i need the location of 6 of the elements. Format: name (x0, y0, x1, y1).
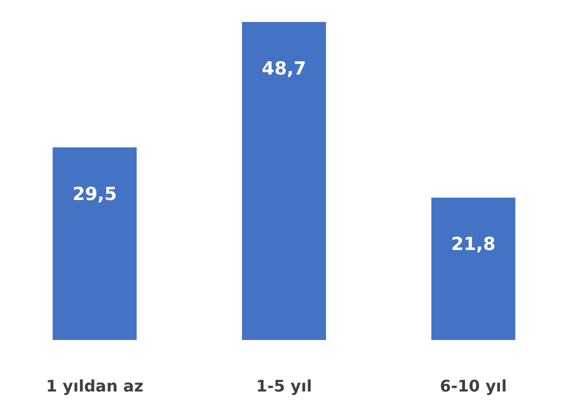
x-tick-label: 1 yıldan az (46, 376, 144, 396)
data-label: 48,7 (262, 58, 306, 80)
x-tick-label: 6-10 yıl (440, 376, 507, 396)
x-tick-label: 1-5 yıl (256, 376, 312, 396)
data-label: 29,5 (72, 184, 117, 205)
data-label: 21,8 (451, 234, 496, 256)
